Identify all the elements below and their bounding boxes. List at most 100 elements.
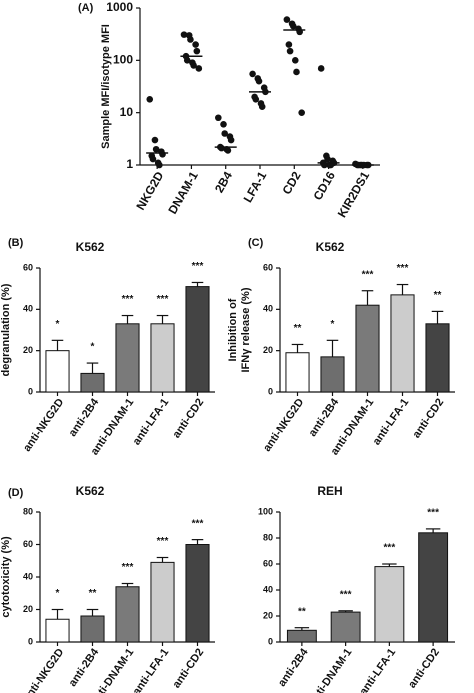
y-tick-label: 40	[263, 584, 273, 594]
significance-label: ***	[157, 536, 169, 547]
y-axis-label: IFNγ release (%)	[240, 287, 252, 372]
bar	[150, 323, 175, 393]
data-point	[187, 36, 194, 43]
error-bar	[326, 339, 339, 357]
significance-label: ***	[157, 294, 169, 305]
error-bar	[51, 608, 64, 620]
significance-label: *	[56, 319, 60, 330]
error-bar	[121, 582, 134, 587]
x-tick-label: anti-NKG2D	[21, 396, 66, 453]
significance-label: **	[434, 290, 442, 301]
error-bar	[396, 283, 409, 295]
error-bar	[291, 343, 304, 353]
significance-label: ***	[340, 589, 352, 600]
y-tick-label: 0	[268, 636, 273, 646]
data-point	[149, 155, 157, 163]
x-tick-label: KIR2DS1	[335, 169, 373, 220]
bar	[418, 532, 449, 643]
significance-label: ***	[397, 263, 409, 274]
x-tick-label: anti-LFA-1	[131, 647, 172, 693]
y-tick-label: 60	[263, 558, 273, 568]
bar	[286, 629, 317, 643]
error-bar	[51, 339, 64, 351]
bar	[45, 618, 70, 643]
x-tick-label: DNAM-1	[165, 169, 201, 217]
data-point	[286, 47, 294, 55]
y-axis-label: Sample MFI/isotype MFI	[100, 24, 112, 149]
significance-label: **	[294, 323, 302, 334]
x-tick-label: 2B4	[212, 169, 235, 195]
data-point	[159, 151, 166, 158]
bar	[80, 372, 105, 393]
x-tick-label: anti-NKG2D	[261, 396, 306, 453]
data-point	[221, 130, 229, 137]
y-axis-label: Inhibition of	[227, 298, 239, 361]
bar	[185, 286, 210, 393]
error-bar	[382, 563, 397, 567]
error-bar	[86, 608, 99, 616]
chart-title: K562	[76, 240, 105, 254]
y-tick-label: 10	[120, 105, 134, 119]
error-bar	[431, 310, 444, 324]
error-bar	[191, 281, 204, 287]
data-point	[152, 145, 160, 153]
bar	[390, 294, 415, 393]
significance-label: ***	[122, 294, 134, 305]
bar	[45, 350, 70, 393]
y-tick-label: 20	[23, 604, 33, 614]
x-tick-label: anti-CD2	[171, 397, 207, 441]
data-point	[180, 31, 188, 38]
data-point	[215, 114, 222, 122]
error-bar	[361, 290, 374, 306]
data-point	[324, 155, 331, 163]
y-tick-label: 0	[268, 386, 273, 396]
significance-label: *	[56, 588, 60, 599]
error-bar	[86, 362, 99, 374]
significance-label: **	[298, 606, 306, 617]
y-tick-label: 40	[263, 304, 273, 314]
error-bar	[425, 528, 441, 533]
data-point	[190, 62, 197, 69]
data-point	[255, 77, 263, 85]
y-tick-label: 20	[23, 345, 33, 355]
panel-label: (B)	[8, 237, 24, 249]
y-tick-label: 100	[258, 506, 273, 516]
error-bar	[121, 314, 134, 324]
y-tick-label: 0	[28, 636, 33, 646]
data-point	[289, 22, 297, 30]
y-tick-label: 1	[126, 157, 133, 171]
y-tick-label: 60	[263, 262, 273, 272]
data-point	[146, 96, 154, 103]
y-tick-label: 20	[263, 610, 273, 620]
y-tick-label: 60	[23, 539, 33, 549]
significance-label: *	[331, 319, 335, 330]
y-tick-label: 1000	[106, 0, 133, 14]
panel-label: (D)	[8, 487, 24, 499]
significance-label: ***	[192, 518, 204, 529]
y-tick-label: 20	[263, 345, 273, 355]
error-bar	[338, 610, 353, 613]
x-tick-label: anti-2B4	[307, 396, 342, 439]
x-tick-label: anti-LFA-1	[358, 647, 399, 693]
bar	[150, 561, 175, 643]
bar	[425, 323, 450, 393]
data-point	[183, 57, 191, 64]
data-point	[227, 136, 235, 144]
data-point	[220, 120, 227, 128]
data-point	[224, 147, 232, 154]
bar	[355, 304, 380, 393]
chart-title: K562	[316, 240, 345, 254]
bar	[80, 615, 105, 643]
data-point	[249, 70, 256, 78]
data-point	[291, 57, 299, 64]
bar	[185, 544, 210, 643]
significance-label: **	[89, 588, 97, 599]
bar	[115, 323, 140, 393]
x-tick-label: anti-2B4	[67, 646, 102, 689]
data-point	[151, 136, 159, 144]
data-point	[195, 65, 203, 72]
data-point	[192, 41, 199, 48]
x-tick-label: CD16	[310, 169, 338, 203]
significance-label: ***	[362, 269, 374, 280]
y-tick-label: 40	[23, 571, 33, 581]
